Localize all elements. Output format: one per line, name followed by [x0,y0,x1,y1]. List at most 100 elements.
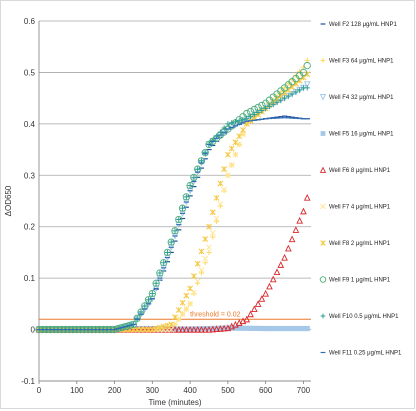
data-point [225,121,231,127]
data-point [217,325,224,332]
data-point [304,85,310,91]
data-point [198,326,205,332]
data-point [244,116,250,122]
data-point [153,280,159,286]
data-point [262,289,269,297]
data-point [247,114,254,120]
data-point [172,326,178,332]
x-tick-label: 600 [259,386,273,395]
data-point [232,119,239,125]
legend-label: Well F5 16 μg/mL HNP1 [329,132,394,138]
data-point [221,166,228,173]
data-point [182,193,190,201]
y-axis-label: ΔOD650 [4,185,13,216]
legend-label: Well F8 2 μg/mL HNP1 [329,241,391,247]
data-point [201,149,209,157]
data-point [240,325,246,331]
data-point [209,209,216,216]
threshold-label: threshold = 0.02 [190,311,241,318]
data-point [217,180,224,187]
data-point [175,215,183,224]
data-point [198,270,205,276]
data-point [236,325,242,331]
data-point [213,325,220,331]
data-point [171,227,179,235]
data-point [197,157,206,165]
data-point [210,325,216,332]
data-point [259,325,265,332]
data-point [303,193,311,201]
data-point [213,215,220,222]
series-7 [35,61,311,334]
x-tick-label: 500 [221,386,235,395]
data-point [133,314,141,322]
data-point [221,325,227,331]
data-point [118,323,126,332]
data-point [190,173,198,181]
data-point [168,239,174,245]
legend-label: Well F6 8 μg/mL HNP1 [329,168,391,174]
x-tick-label: 700 [297,386,311,395]
data-point [209,325,217,333]
data-point [202,255,209,262]
data-point [160,259,168,267]
data-point [186,325,194,333]
data-point [296,216,303,224]
data-point [229,120,235,126]
legend-marker [320,240,326,246]
data-point [175,307,182,313]
data-point [153,325,160,332]
data-point [304,325,310,332]
data-point [297,68,303,74]
data-point [300,325,307,332]
data-point [168,321,175,328]
data-point [224,172,231,179]
series-1 [36,57,310,333]
data-point [129,320,138,329]
data-point [266,103,273,109]
data-point [179,205,186,211]
data-point [175,325,183,333]
data-point [274,99,280,105]
y-tick-label: 0.2 [24,223,36,232]
data-point [263,325,269,332]
data-point [244,325,250,331]
legend-label: Well F3 64 μg/mL HNP1 [329,59,394,65]
data-point [190,273,197,280]
data-point [172,314,178,321]
plot-area [35,57,311,334]
data-point [206,223,212,230]
data-point [179,325,186,333]
data-point [293,89,299,95]
data-point [292,226,300,233]
data-point [270,101,276,107]
data-point [179,326,186,332]
data-point [263,105,269,112]
data-point [183,325,190,333]
data-point [285,325,291,332]
data-point [293,325,299,332]
data-point [254,300,262,307]
data-point [217,201,224,208]
series-5 [36,71,311,333]
x-tick-label: 100 [70,386,84,395]
x-tick-label: 200 [108,386,122,395]
legend-label: Well F4 32 μg/mL HNP1 [329,95,394,101]
data-point [176,216,182,223]
data-point [259,107,265,114]
data-point [183,326,189,332]
data-point [194,325,201,333]
data-point [274,325,280,332]
legend: Well F2 128 μg/mL HNP1 Well F3 64 μg/mL H… [319,22,402,357]
data-point [152,279,160,287]
series-6 [36,71,311,333]
series-2 [35,81,311,334]
data-point [236,118,242,124]
data-point [175,316,182,323]
legend-marker [319,276,327,283]
data-point [157,270,163,276]
data-point [149,290,155,297]
legend-label: Well F2 128 μg/mL HNP1 [329,22,397,28]
data-point [281,253,288,261]
